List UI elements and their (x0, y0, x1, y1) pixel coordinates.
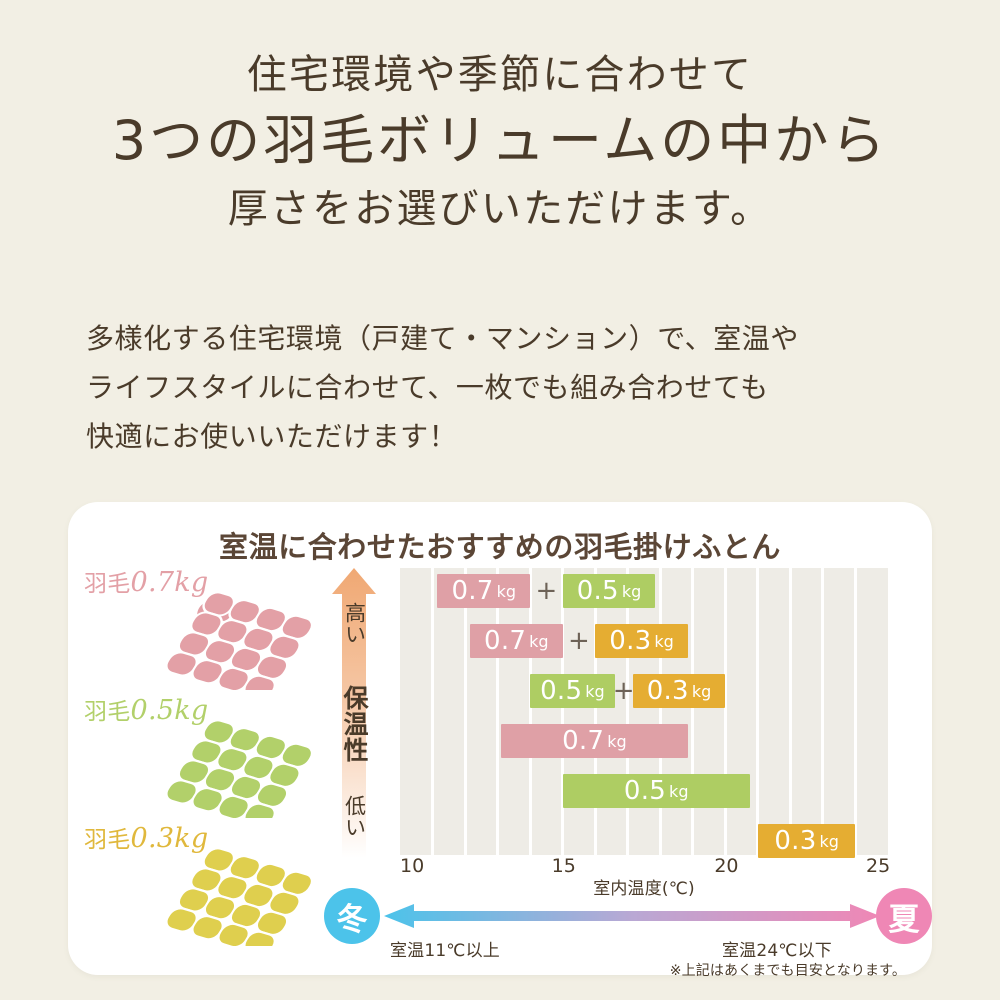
x-tick-label: 20 (714, 855, 739, 877)
bar-unit: kg (691, 681, 712, 701)
bar-value: 0.5 (623, 776, 667, 806)
body-line-3: 快適にお使いいただけます！ (86, 420, 458, 453)
gridline (658, 568, 662, 855)
bar-segment: 0.7 kg (469, 624, 563, 658)
bar-unit: kg (496, 581, 517, 601)
bar-segment: 0.3 kg (595, 624, 688, 658)
bar-value: 0.5 (540, 676, 583, 706)
season-double-arrow (384, 902, 880, 930)
warmth-arrow: 高い 保温性 低い (330, 568, 378, 858)
body-copy: 多様化する住宅環境（戸建て・マンション）で、室温や ライフスタイルに合わせて、一… (86, 314, 966, 461)
legend-label-0-5kg: 羽毛0.5kg (84, 692, 208, 726)
bar-value: 0.3 (646, 676, 689, 706)
x-tick-label: 15 (551, 855, 576, 877)
headline: 住宅環境や季節に合わせて 3つの羽毛ボリュームの中から 厚さをお選びいただけます… (0, 46, 1000, 240)
bar-unit: kg (621, 581, 642, 601)
bar-segment: 0.3 kg (632, 674, 726, 708)
legend-weight: 0.3 (130, 823, 175, 854)
bar-segment: 0.5 kg (530, 674, 615, 708)
bar-unit: kg (669, 781, 689, 801)
gridline (431, 568, 435, 855)
season-scale: 冬 夏 室温11℃以上 室温24℃以下 ※上記はあくまでも目安となります。 (68, 886, 932, 979)
headline-line-1: 住宅環境や季節に合わせて (246, 52, 754, 98)
legend: 羽毛0.7kg (68, 564, 328, 964)
gridline (756, 568, 760, 855)
legend-prefix: 羽毛 (84, 827, 131, 853)
gridline (691, 568, 695, 855)
summer-badge: 夏 (876, 888, 932, 944)
duvet-illustration-0-5kg (146, 714, 316, 818)
duvet-illustration-0-3kg (146, 842, 316, 946)
bar-unit: kg (819, 831, 839, 851)
gridline (723, 568, 727, 855)
legend-item-0-5kg: 羽毛0.5kg (68, 692, 328, 822)
bar-value: 0.7 (562, 726, 605, 756)
winter-badge: 冬 (324, 888, 380, 944)
legend-item-0-3kg: 羽毛0.3kg (68, 820, 328, 950)
gridline (463, 568, 467, 855)
legend-weight: 0.7 (130, 567, 175, 598)
bar-unit: kg (607, 731, 627, 751)
legend-unit: kg (174, 695, 209, 726)
warmth-arrow-shape (332, 568, 376, 858)
gridline (593, 568, 597, 855)
x-tick-label: 10 (400, 855, 425, 877)
gridline (626, 568, 630, 855)
warmth-low-label: 低い (342, 794, 367, 838)
body-line-2: ライフスタイルに合わせて、一枚でも組み合わせても (86, 371, 769, 404)
plus-sign: + (568, 626, 590, 656)
duvet-illustration-0-7kg (146, 586, 316, 690)
gridline (528, 568, 532, 855)
warmth-high-label: 高い (342, 602, 367, 645)
bar-value: 0.7 (451, 576, 494, 606)
card-title: 室温に合わせたおすすめの羽毛掛けふとん (218, 530, 782, 564)
legend-unit: kg (174, 823, 209, 854)
bar-chart-plot: 0.7 kg +0.5 kg 0.7 kg +0.3 kg 0.5 kg +0.3 kg 0.7 kg 0.… (400, 568, 888, 858)
legend-prefix: 羽毛 (84, 699, 131, 725)
legend-label-0-7kg: 羽毛0.7kg (84, 564, 208, 598)
bar-segment: 0.5 kg (562, 774, 750, 808)
warmth-arrow-text: 高い 保温性 低い (330, 568, 378, 858)
bar-value: 0.3 (774, 826, 817, 856)
summer-temp-note: 室温24℃以下 (722, 941, 832, 961)
chart-card: 室温に合わせたおすすめの羽毛掛けふとん 羽毛0.7kg (68, 502, 932, 979)
bar-value: 0.7 (484, 626, 527, 656)
warmth-middle-label: 保温性 (340, 684, 369, 763)
bar-segment: 0.7 kg (437, 574, 531, 608)
footnote: ※上記はあくまでも目安となります。 (669, 963, 906, 979)
gridline (821, 568, 825, 855)
headline-line-3: 厚さをお選びいただけます。 (227, 186, 773, 232)
bar-unit: kg (585, 681, 605, 701)
bar-unit: kg (529, 631, 549, 651)
x-axis-ticks: 10 15 20 25 (400, 855, 891, 885)
headline-line-2: 3つの羽毛ボリュームの中から (111, 109, 889, 172)
x-tick-label: 25 (866, 855, 891, 877)
gridline (788, 568, 792, 855)
legend-prefix: 羽毛 (84, 571, 131, 597)
bar-value: 0.3 (609, 626, 652, 656)
body-line-1: 多様化する住宅環境（戸建て・マンション）で、室温や (86, 322, 799, 355)
legend-label-0-3kg: 羽毛0.3kg (84, 820, 208, 854)
plus-sign: + (612, 676, 635, 706)
bar-unit: kg (654, 631, 674, 651)
bar-segment: 0.7 kg (500, 724, 688, 758)
gridline (561, 568, 565, 855)
x-axis-label: 室内温度(℃) (593, 879, 695, 899)
winter-temp-note: 室温11℃以上 (390, 941, 500, 961)
legend-weight: 0.5 (130, 695, 175, 726)
gridline (853, 568, 857, 855)
legend-item-0-7kg: 羽毛0.7kg (68, 564, 328, 694)
bar-value: 0.5 (576, 576, 619, 606)
bar-segment: 0.3 kg (757, 824, 856, 858)
bar-segment: 0.5 kg (562, 574, 656, 608)
plus-sign: + (535, 576, 558, 606)
gridline (496, 568, 500, 855)
legend-unit: kg (174, 567, 209, 598)
